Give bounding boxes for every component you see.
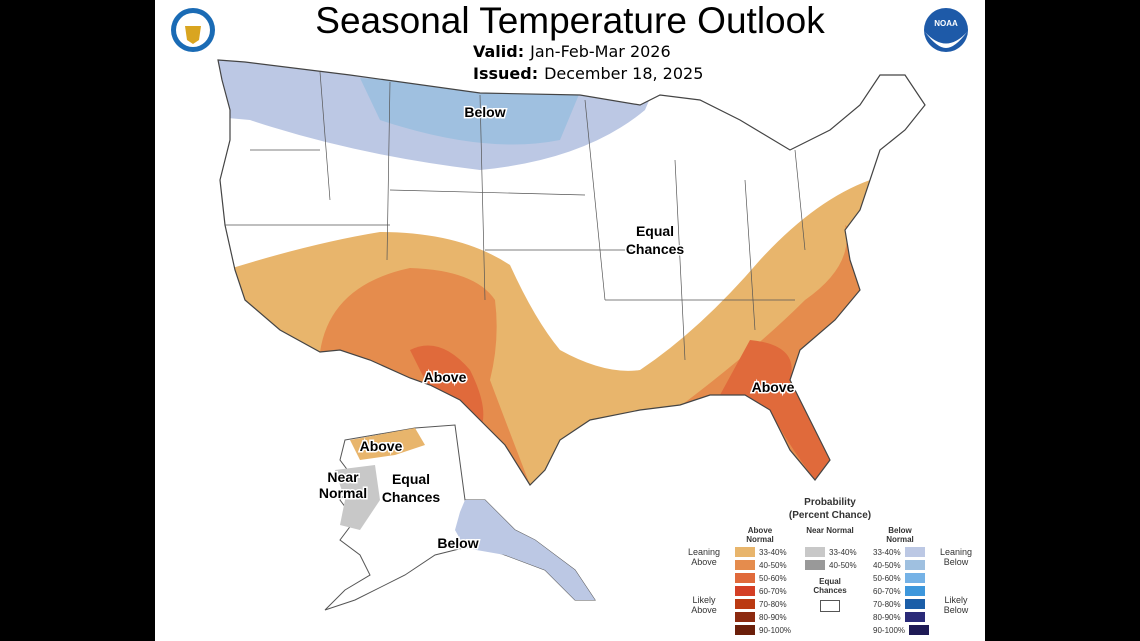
legend-row-below: 70-80% [873, 599, 925, 609]
legend-range: 40-50% [873, 560, 901, 570]
legend-row-below: 40-50% [873, 560, 925, 570]
legend-row-above: 70-80% [735, 599, 787, 609]
legend-row-above: 80-90% [735, 612, 787, 622]
label-below: Below [464, 104, 505, 120]
legend-subtitle: (Percent Chance) [788, 510, 872, 521]
label-equal-1: Equal [636, 223, 674, 239]
legend-range: 60-70% [759, 586, 787, 596]
legend-range: 80-90% [759, 612, 787, 622]
legend-range: 40-50% [759, 560, 787, 570]
commerce-seal-icon [171, 8, 215, 52]
label-above-sw: Above [424, 369, 467, 385]
conus-outline [217, 59, 926, 486]
legend-row-below: 33-40% [873, 547, 925, 557]
legend-range: 33-40% [873, 547, 901, 557]
state-borders [225, 71, 806, 361]
below-40-50-region [360, 78, 580, 145]
legend-row-above: 90-100% [735, 625, 791, 635]
above-header: Above Normal [746, 526, 774, 544]
legend-swatch [805, 560, 825, 570]
legend-swatch [904, 573, 925, 583]
legend-swatch [904, 599, 925, 609]
label-ak-below: Below [437, 535, 478, 551]
legend-swatch [735, 547, 755, 557]
likely-below: Likely Below [943, 595, 969, 615]
legend-swatch [735, 612, 755, 622]
legend-swatch [735, 586, 755, 596]
equal-chances-swatch [820, 600, 840, 612]
below-header: Below Normal [886, 526, 914, 544]
svg-text:NOAA: NOAA [934, 19, 958, 28]
legend-range: 70-80% [873, 599, 901, 609]
legend-range: 50-60% [759, 573, 787, 583]
near-header: Near Normal [806, 526, 854, 535]
noaa-logo-icon: NOAA [924, 8, 968, 52]
legend-row-below: 90-100% [873, 625, 930, 635]
outlook-panel: Below Equal Chances Above Above Above Ne… [155, 0, 985, 641]
legend-range: 50-60% [873, 573, 901, 583]
label-ak-equal-2: Chances [382, 489, 441, 505]
legend-row-near: 40-50% [805, 560, 857, 570]
legend-row-below: 80-90% [873, 612, 925, 622]
page-title: Seasonal Temperature Outlook [315, 0, 825, 41]
legend-range: 80-90% [873, 612, 901, 622]
above-50-60-region-se [720, 340, 830, 480]
legend-row-above: 60-70% [735, 586, 787, 596]
valid-line: Valid: Jan-Feb-Mar 2026 [473, 42, 671, 61]
legend-row-above: 33-40% [735, 547, 787, 557]
label-ak-near-1: Near [327, 469, 359, 485]
label-ak-equal-1: Equal [392, 471, 430, 487]
legend-swatch [735, 573, 755, 583]
legend-swatch [735, 599, 755, 609]
legend-swatch [904, 612, 925, 622]
legend: Probability (Percent Chance) Above Norma… [680, 497, 980, 641]
legend-range: 90-100% [873, 625, 906, 635]
legend-row-near: 33-40% [805, 547, 857, 557]
us-map: Below Equal Chances Above Above Above Ne… [171, 8, 968, 611]
alaska [324, 424, 596, 611]
leaning-below: Leaning Below [939, 547, 973, 567]
label-ak-above: Above [360, 438, 403, 454]
legend-range: 90-100% [759, 625, 792, 635]
legend-range: 70-80% [759, 599, 787, 609]
legend-range: 60-70% [873, 586, 901, 596]
legend-range: 33-40% [829, 547, 857, 557]
legend-row-above: 40-50% [735, 560, 787, 570]
legend-swatch [909, 625, 930, 635]
legend-row-below: 50-60% [873, 573, 925, 583]
label-equal-2: Chances [626, 241, 685, 257]
legend-swatch [904, 586, 925, 596]
legend-range: 40-50% [829, 560, 857, 570]
legend-row-above: 50-60% [735, 573, 787, 583]
legend-swatch [904, 560, 925, 570]
legend-range: 33-40% [759, 547, 787, 557]
legend-row-below: 60-70% [873, 586, 925, 596]
legend-title: Probability [804, 497, 856, 508]
issued-line: Issued: December 18, 2025 [473, 64, 704, 83]
legend-swatch [735, 625, 755, 635]
likely-above: Likely Above [691, 595, 717, 615]
legend-swatch [735, 560, 755, 570]
legend-swatch [904, 547, 925, 557]
equal-chances-label: Equal Chances [813, 577, 847, 595]
legend-swatch [805, 547, 825, 557]
label-above-se: Above [752, 379, 795, 395]
leaning-above: Leaning Above [687, 547, 721, 567]
label-ak-near-2: Normal [319, 485, 367, 501]
